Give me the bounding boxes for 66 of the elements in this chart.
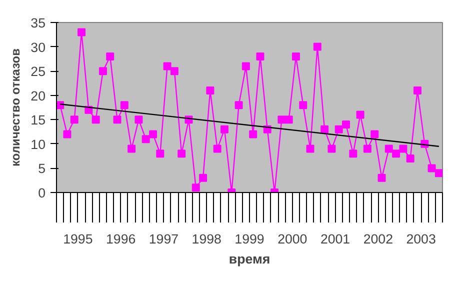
point bbox=[363, 144, 372, 153]
point bbox=[156, 150, 164, 158]
point bbox=[192, 184, 200, 192]
text: 1998 bbox=[192, 232, 222, 246]
point bbox=[213, 144, 222, 153]
point bbox=[356, 110, 364, 119]
text: 1995 bbox=[63, 232, 93, 246]
y-tick-label: 25 bbox=[30, 64, 46, 80]
point bbox=[92, 116, 100, 124]
point bbox=[70, 116, 78, 124]
point bbox=[349, 150, 358, 158]
point bbox=[78, 28, 86, 36]
point bbox=[313, 42, 322, 51]
text: 2001 bbox=[320, 232, 350, 246]
point bbox=[120, 101, 128, 110]
point bbox=[406, 154, 414, 162]
point bbox=[242, 62, 250, 70]
text: 2000 bbox=[278, 232, 308, 246]
point bbox=[413, 86, 422, 94]
point bbox=[163, 62, 172, 70]
point bbox=[428, 164, 436, 172]
y-tick-label: 0 bbox=[38, 186, 46, 200]
point bbox=[199, 174, 208, 182]
point bbox=[370, 130, 379, 138]
point bbox=[278, 116, 286, 124]
point bbox=[142, 135, 150, 144]
y-tick-label: 5 bbox=[38, 161, 46, 176]
point bbox=[149, 130, 157, 138]
point bbox=[384, 144, 393, 153]
point bbox=[170, 67, 178, 76]
text: 1997 bbox=[148, 232, 179, 246]
y-tick-label: 35 bbox=[30, 16, 46, 30]
y-tick-label: 20 bbox=[30, 88, 46, 104]
y-axis-title: количество отказов bbox=[8, 48, 23, 166]
text: 2003 bbox=[406, 232, 436, 246]
point bbox=[292, 52, 300, 60]
point bbox=[98, 67, 107, 76]
x-axis-title: время bbox=[228, 252, 270, 266]
point bbox=[256, 52, 264, 60]
point bbox=[284, 116, 293, 124]
y-tick-label: 15 bbox=[30, 112, 46, 128]
text: 2002 bbox=[363, 232, 393, 246]
point bbox=[378, 174, 386, 182]
point bbox=[178, 150, 186, 158]
y-tick-label: 30 bbox=[30, 40, 46, 55]
point bbox=[134, 116, 143, 124]
point bbox=[234, 101, 243, 110]
point bbox=[249, 130, 258, 138]
point bbox=[434, 169, 442, 178]
point bbox=[399, 144, 408, 153]
point bbox=[220, 125, 228, 134]
point bbox=[342, 120, 350, 128]
point bbox=[128, 144, 136, 153]
point bbox=[299, 101, 308, 110]
point bbox=[392, 150, 400, 158]
point bbox=[306, 144, 314, 153]
point bbox=[63, 130, 72, 138]
text: 1999 bbox=[234, 232, 264, 246]
point bbox=[328, 144, 336, 153]
point bbox=[206, 86, 214, 94]
point bbox=[106, 52, 114, 60]
point bbox=[334, 125, 343, 134]
y-tick-label: 10 bbox=[30, 136, 46, 152]
point bbox=[113, 116, 122, 124]
point bbox=[320, 125, 329, 134]
text: 1996 bbox=[106, 232, 136, 246]
